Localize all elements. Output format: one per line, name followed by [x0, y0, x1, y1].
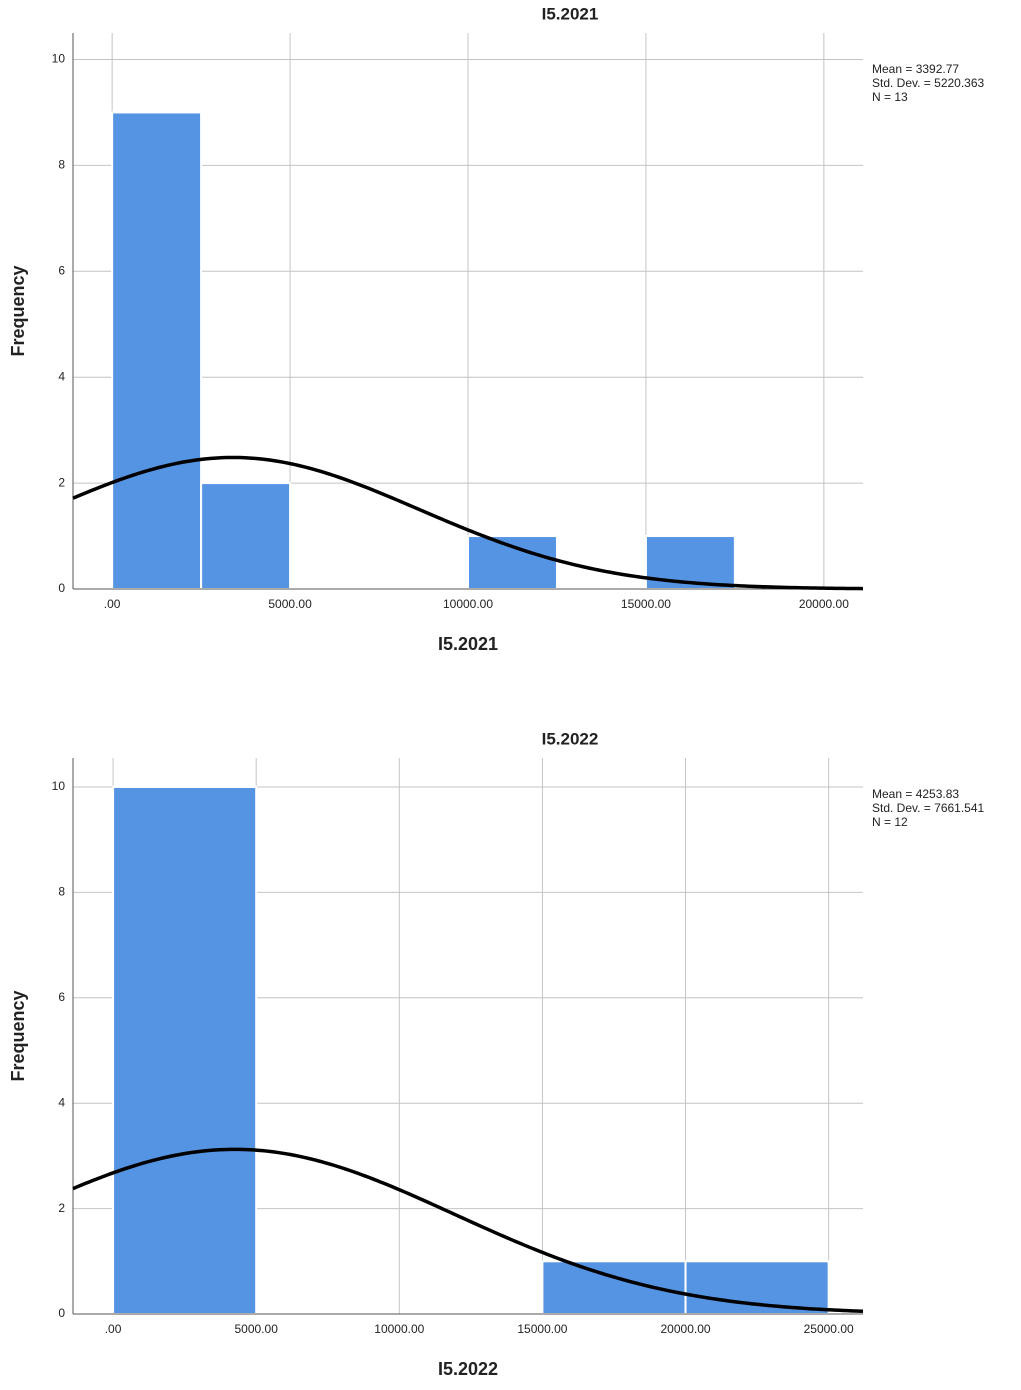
x-tick-label: 15000.00 [621, 597, 671, 611]
y-axis-label: Frequency [8, 990, 28, 1081]
bar [112, 785, 258, 1315]
x-tick-label: 5000.00 [268, 597, 312, 611]
normal-curve [72, 455, 864, 591]
y-tick-label: 0 [58, 581, 65, 595]
y-tick-label: 6 [58, 990, 65, 1004]
y-tick-label: 10 [52, 779, 66, 793]
stat-label: Mean = 4253.83 [872, 787, 959, 801]
x-tick-label: 10000.00 [443, 597, 493, 611]
x-tick-label: 5000.00 [234, 1322, 278, 1336]
x-tick-label: 20000.00 [799, 597, 849, 611]
bar [111, 111, 203, 591]
x-tick-label: 25000.00 [804, 1322, 854, 1336]
y-tick-label: 6 [58, 263, 65, 277]
x-axis-label: I5.2021 [438, 634, 498, 654]
chart-title: I5.2021 [542, 4, 599, 23]
stat-label: Std. Dev. = 5220.363 [872, 76, 985, 90]
x-tick-label: .00 [105, 1322, 122, 1336]
y-tick-label: 0 [58, 1306, 65, 1320]
y-tick-label: 10 [52, 52, 66, 66]
stat-label: N = 13 [872, 90, 908, 104]
x-tick-label: 20000.00 [661, 1322, 711, 1336]
y-tick-label: 8 [58, 158, 65, 172]
y-tick-label: 2 [58, 475, 65, 489]
y-tick-label: 4 [58, 369, 65, 383]
y-tick-label: 4 [58, 1095, 65, 1109]
stat-label: Std. Dev. = 7661.541 [872, 801, 985, 815]
x-tick-label: 10000.00 [374, 1322, 424, 1336]
x-axis-label: I5.2022 [438, 1359, 498, 1379]
normal-curve [72, 1147, 864, 1314]
y-tick-label: 2 [58, 1201, 65, 1215]
y-axis-label: Frequency [8, 265, 28, 356]
bar [200, 482, 292, 591]
x-tick-label: .00 [104, 597, 121, 611]
y-tick-label: 8 [58, 885, 65, 899]
bar [467, 535, 558, 590]
x-tick-label: 15000.00 [517, 1322, 567, 1336]
stat-label: Mean = 3392.77 [872, 62, 959, 76]
chart-title: I5.2022 [542, 729, 599, 748]
stat-label: N = 12 [872, 815, 908, 829]
bar [541, 1260, 687, 1316]
